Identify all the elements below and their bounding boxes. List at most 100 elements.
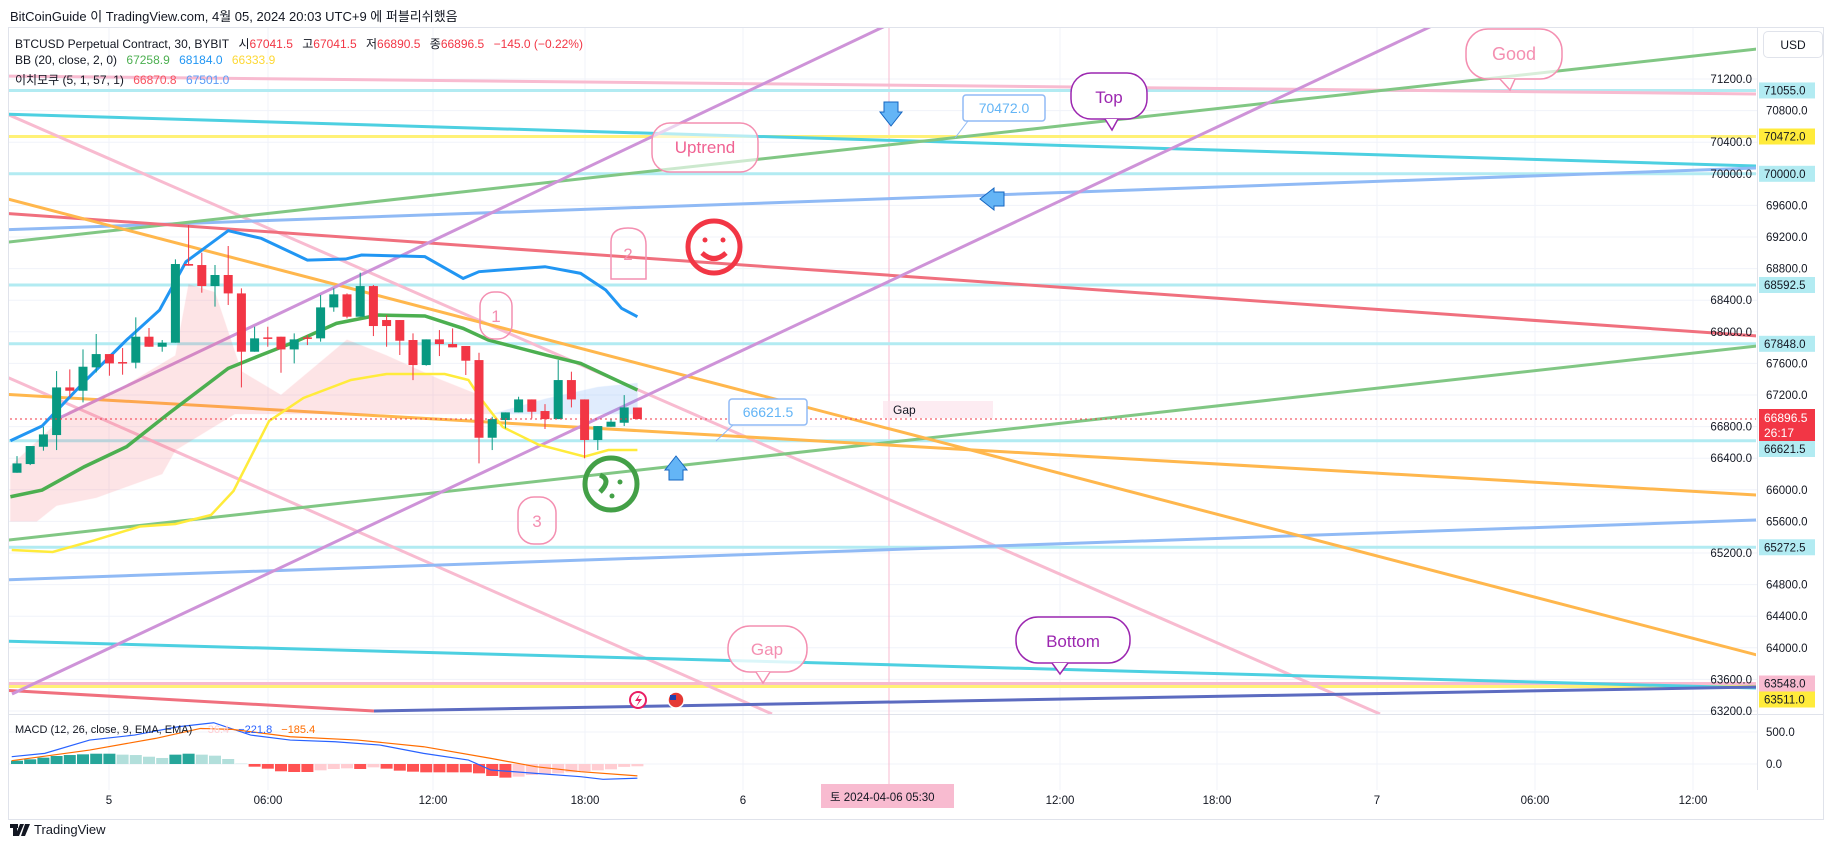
price-axis[interactable]: 71055.0 70472.0 70000.0 68592.5 67848.0 66621… [1710, 74, 1815, 718]
ichimoku-cloud-bullish [492, 382, 638, 415]
legend-macd[interactable]: MACD (12, 26, close, 9, EMA, EMA) −36.4 … [15, 724, 321, 736]
candle[interactable] [540, 404, 550, 430]
candle[interactable] [408, 333, 418, 381]
confused-face-icon[interactable] [582, 455, 640, 513]
good-callout[interactable]: Good [1465, 28, 1563, 92]
candle[interactable] [144, 328, 154, 347]
open-label: 시 [238, 37, 250, 51]
candle[interactable] [65, 369, 75, 397]
candle[interactable] [289, 333, 299, 364]
legend-symbol[interactable]: BTCUSD Perpetual Contract, 30, BYBIT [15, 37, 230, 51]
currency-button[interactable]: USD [1763, 31, 1823, 58]
candle[interactable] [157, 340, 167, 352]
candle[interactable] [197, 252, 207, 293]
candle[interactable] [184, 224, 194, 266]
candle[interactable] [104, 354, 114, 376]
candle[interactable] [25, 446, 35, 466]
candle-body [78, 366, 88, 391]
price-note-70472-label: 70472.0 [979, 100, 1030, 116]
hand-pointer-icon-left[interactable] [979, 186, 1005, 212]
candle-body [395, 320, 405, 341]
macd-histogram-bar [261, 764, 274, 769]
uptrend-callout[interactable]: Uptrend [651, 122, 759, 173]
ichimoku-a-value: 66870.8 [133, 73, 177, 87]
time-axis[interactable]: 5 06:00 12:00 18:00 6 12:00 18:00 7 06:00 12:00 [106, 795, 1708, 807]
candle[interactable] [131, 317, 141, 369]
legend-ichimoku[interactable]: 이치모쿠 (5, 1, 57, 1) 66870.8 67501.0 [15, 71, 235, 88]
candle[interactable] [342, 293, 352, 319]
candle[interactable] [553, 360, 563, 420]
candle[interactable] [78, 349, 88, 403]
candle[interactable] [566, 371, 576, 408]
bottom-callout[interactable]: Bottom [1015, 616, 1131, 676]
candle[interactable] [52, 371, 62, 451]
price-level-label-bg [1759, 675, 1815, 692]
event-icon-lightning[interactable] [629, 691, 647, 709]
event-icon-us-flag[interactable] [667, 691, 685, 709]
candle[interactable] [329, 288, 339, 312]
candle[interactable] [302, 335, 312, 346]
candle[interactable] [593, 426, 603, 451]
candle[interactable] [474, 352, 484, 464]
macd-histogram-bar [129, 755, 142, 764]
candle-body [316, 307, 326, 339]
marker-1[interactable]: 1 [479, 291, 513, 340]
macd-histogram-bar [301, 764, 314, 772]
candle[interactable] [514, 396, 524, 413]
candle[interactable] [368, 285, 378, 337]
legend-bb[interactable]: BB (20, close, 2, 0) 67258.9 68184.0 663… [15, 53, 281, 67]
price-note-66621[interactable]: 66621.5 [715, 398, 808, 442]
gap-callout[interactable]: Gap [727, 625, 808, 685]
candle[interactable] [434, 330, 444, 357]
candle[interactable] [632, 407, 642, 420]
candle[interactable] [263, 326, 273, 347]
candle[interactable] [461, 346, 471, 376]
macd-hist-value: −36.4 [201, 724, 230, 736]
candle[interactable] [487, 416, 497, 451]
candle[interactable] [236, 288, 246, 388]
candle[interactable] [527, 399, 537, 419]
candle[interactable] [250, 326, 260, 352]
time-tick-label: 12:00 [1046, 795, 1075, 807]
candle[interactable] [395, 320, 405, 356]
candle[interactable] [619, 395, 629, 427]
high-value: 67041.5 [313, 37, 357, 51]
trendline-blue-1 [9, 166, 1756, 232]
smiley-face-icon[interactable] [685, 218, 743, 276]
brand-label: TradingView [34, 822, 106, 837]
candle[interactable] [223, 246, 233, 306]
hand-pointer-icon-down[interactable] [878, 101, 904, 127]
candle[interactable] [500, 412, 510, 429]
candle[interactable] [355, 272, 365, 317]
time-tick-label: 06:00 [254, 795, 283, 807]
candle[interactable] [91, 334, 101, 373]
macd-signal-value: −185.4 [281, 724, 316, 736]
candle[interactable] [421, 339, 431, 366]
footer-brand[interactable]: TradingView [10, 822, 106, 837]
candle[interactable] [316, 295, 326, 342]
time-tick-label: 6 [740, 795, 746, 807]
candle[interactable] [12, 456, 22, 473]
top-callout[interactable]: Top [1070, 72, 1148, 132]
marker-2[interactable]: 2 [610, 227, 647, 280]
price-note-70472[interactable]: 70472.0 [954, 94, 1046, 139]
candle[interactable] [580, 399, 590, 459]
candle[interactable] [448, 328, 458, 348]
candle[interactable] [38, 426, 48, 451]
candle[interactable] [276, 336, 286, 373]
candle-body [448, 344, 458, 348]
price-tick-label: 68800.0 [1766, 264, 1808, 276]
marker-3[interactable]: 3 [517, 496, 557, 545]
horizontal-levels [9, 89, 1756, 688]
candle[interactable] [170, 259, 180, 343]
drawings[interactable] [0, 0, 1757, 714]
gap-rectangle[interactable]: Gap [883, 401, 993, 418]
candle[interactable] [606, 418, 616, 427]
macd-histogram-bar [288, 764, 301, 772]
candle[interactable] [210, 265, 220, 307]
candle[interactable] [382, 315, 392, 347]
candle[interactable] [118, 348, 128, 375]
trendline-green-1 [9, 47, 1756, 244]
hand-pointer-icon-up[interactable] [663, 455, 689, 481]
